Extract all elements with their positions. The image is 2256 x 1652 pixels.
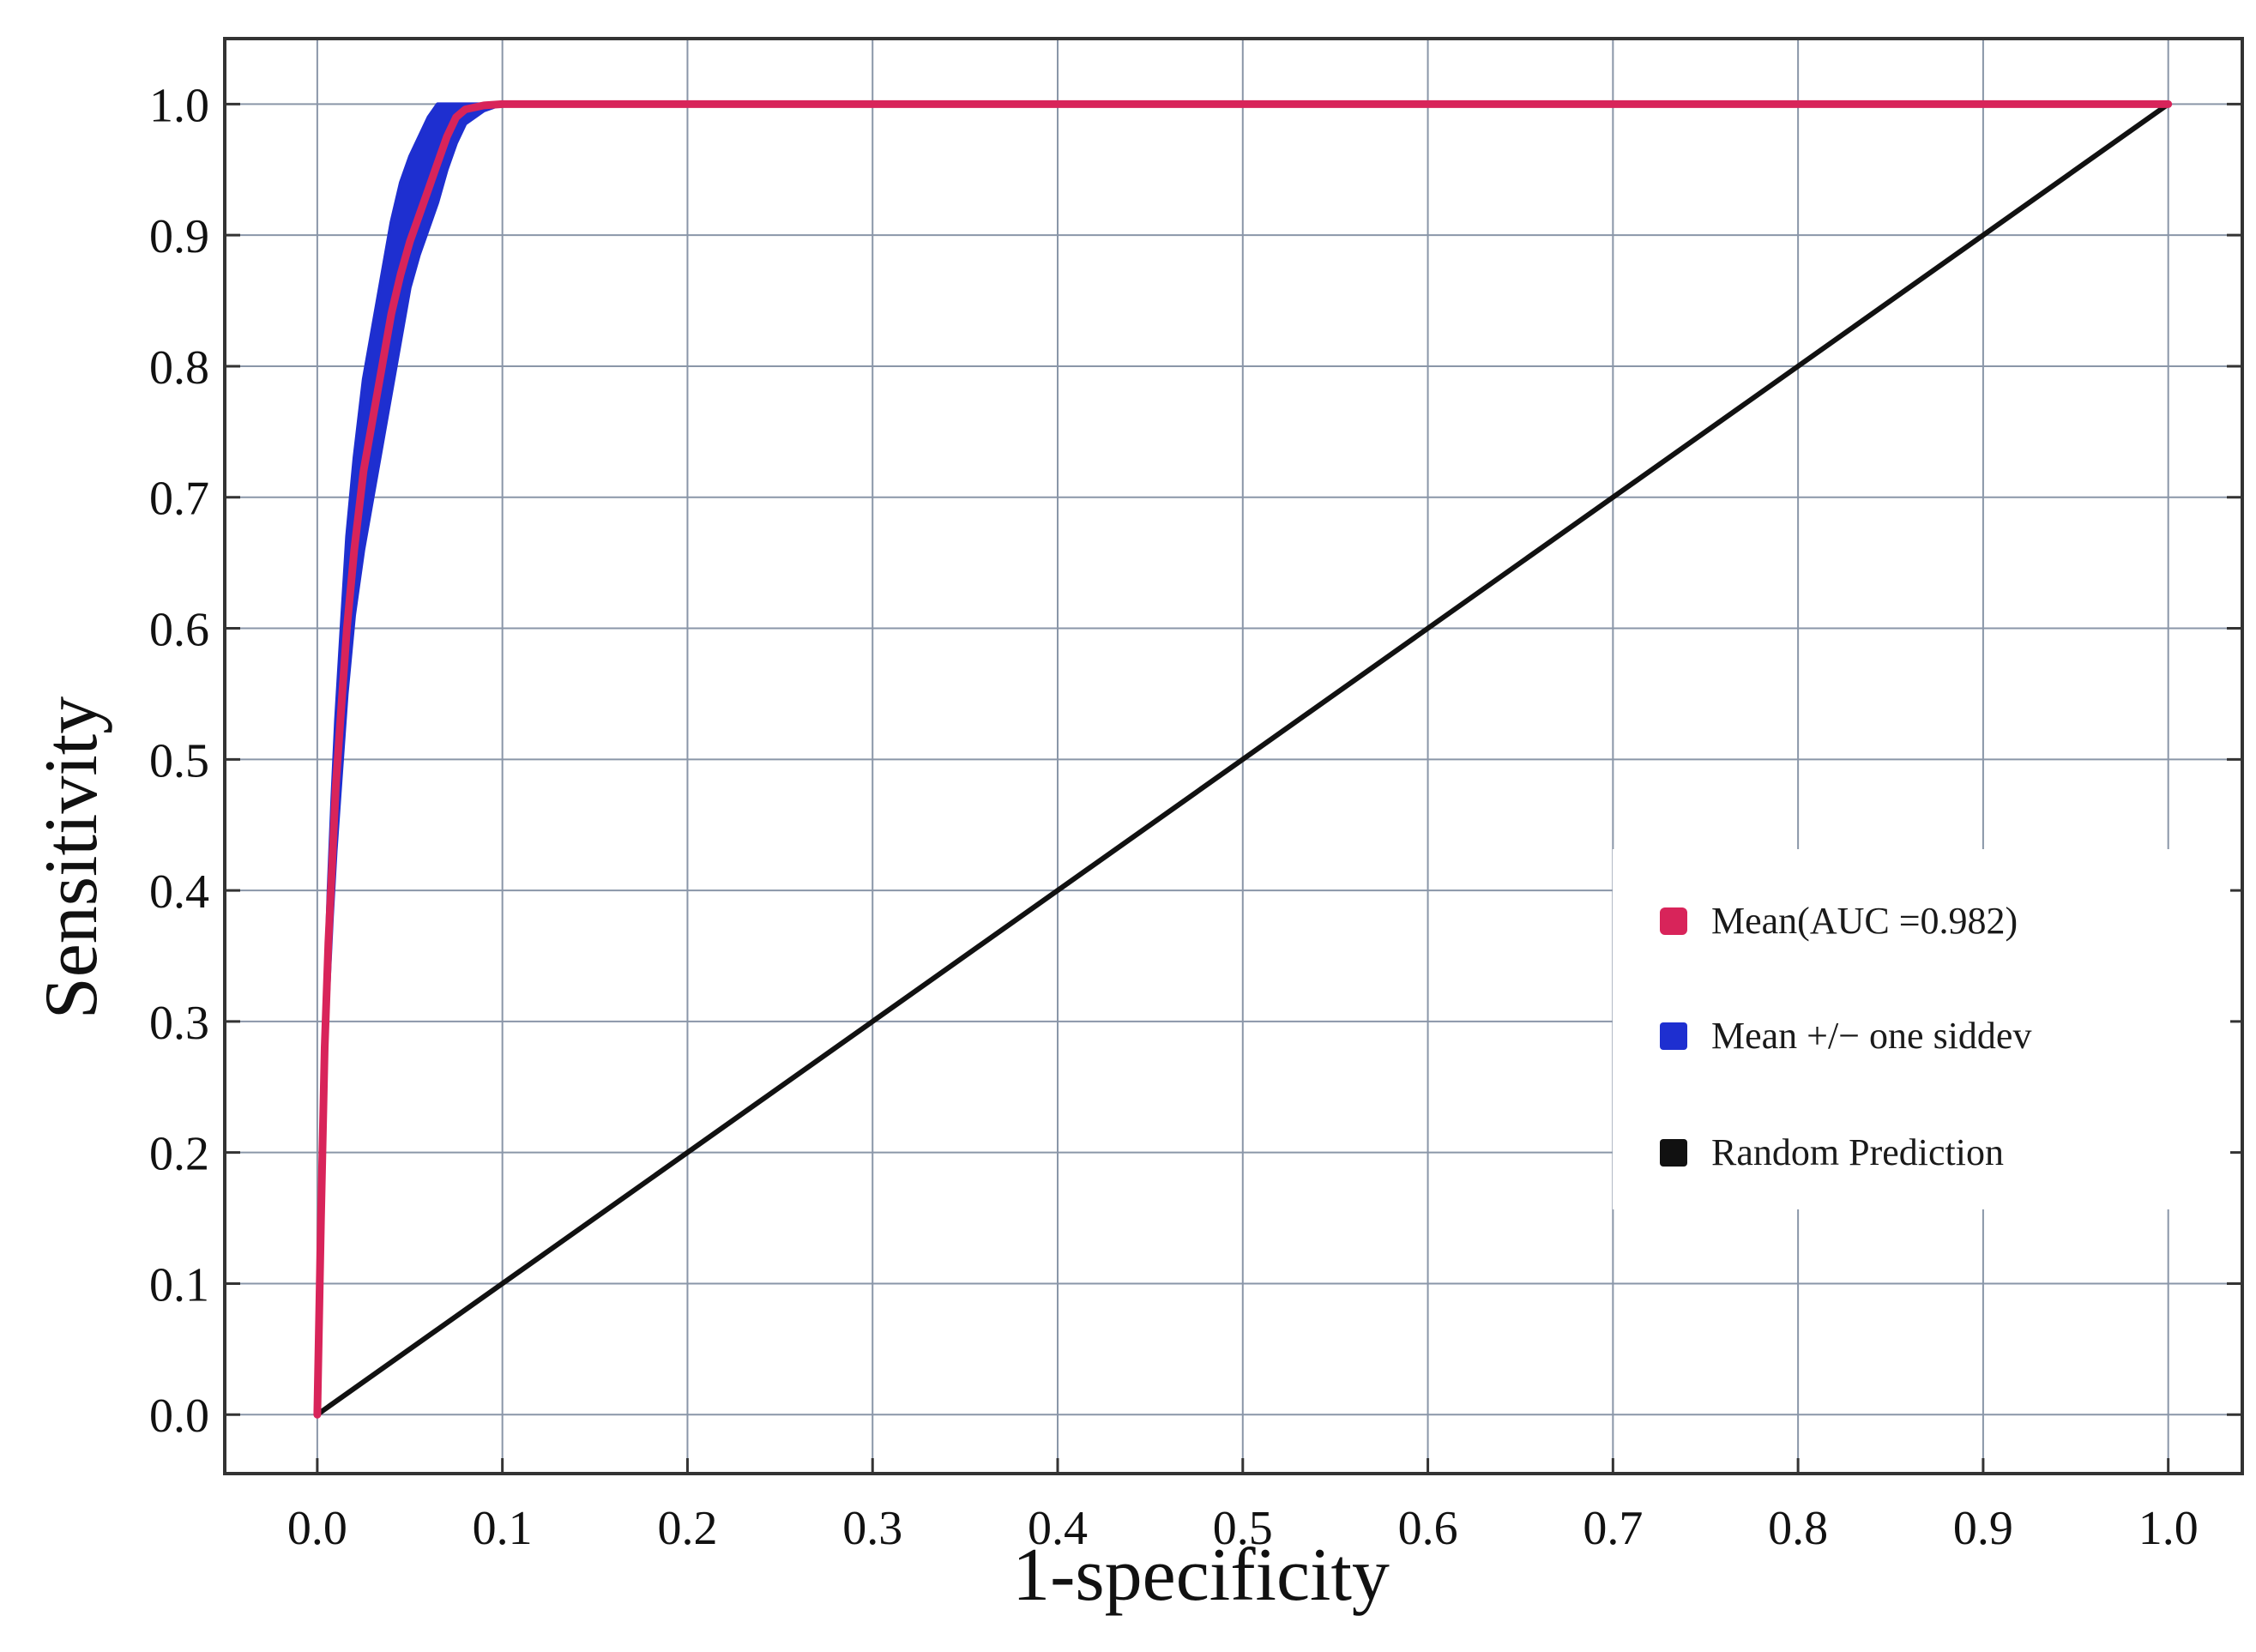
legend: Mean(AUC =0.982) Mean +/− one siddev Ran…: [1613, 849, 2230, 1209]
legend-swatch-stddev: [1660, 1022, 1687, 1050]
legend-swatch-mean: [1660, 907, 1687, 935]
y-tick-label: 0.3: [149, 997, 209, 1050]
y-tick-label: 1.0: [149, 79, 209, 132]
x-tick-label: 0.2: [657, 1502, 717, 1555]
x-axis-title: 1-specificity: [1012, 1534, 1390, 1617]
y-axis-title: Sensitivity: [30, 696, 113, 1020]
y-tick-label: 0.7: [149, 473, 209, 526]
x-tick-label: 0.7: [1583, 1502, 1643, 1555]
x-tick-label: 1.0: [2138, 1502, 2199, 1555]
y-tick-label: 0.0: [149, 1390, 209, 1443]
x-tick-label: 0.5: [1213, 1502, 1273, 1555]
x-tick-label: 0.1: [473, 1502, 533, 1555]
y-tick-label: 0.9: [149, 210, 209, 263]
legend-label-random: Random Prediction: [1711, 1131, 2004, 1173]
y-tick-label: 0.1: [149, 1258, 209, 1311]
y-tick-label: 0.8: [149, 341, 209, 395]
y-tick-label: 0.6: [149, 604, 209, 657]
y-tick-label: 0.4: [149, 865, 209, 919]
x-tick-label: 0.4: [1028, 1502, 1088, 1555]
x-tick-label: 0.8: [1768, 1502, 1828, 1555]
y-tick-labels: 0.0 0.1 0.2 0.3 0.4 0.5 0.6 0.7 0.8 0.9 1.0: [149, 79, 209, 1443]
y-tick-label: 0.2: [149, 1128, 209, 1181]
x-tick-labels: 0.0 0.1 0.2 0.3 0.4 0.5 0.6 0.7 0.8 0.9 1.0: [287, 1502, 2199, 1555]
x-tick-label: 0.9: [1953, 1502, 2013, 1555]
legend-label-mean: Mean(AUC =0.982): [1711, 900, 2018, 942]
legend-label-stddev: Mean +/− one siddev: [1711, 1015, 2031, 1057]
x-tick-label: 0.3: [842, 1502, 902, 1555]
mean-roc-line: [313, 99, 2173, 1419]
legend-box: [1613, 849, 2230, 1209]
x-tick-label: 0.6: [1398, 1502, 1458, 1555]
legend-swatch-random: [1660, 1139, 1687, 1167]
x-tick-label: 0.0: [287, 1502, 347, 1555]
plot-background: [225, 39, 2242, 1474]
y-tick-label: 0.5: [149, 734, 209, 787]
random-prediction-line: [314, 101, 2171, 1418]
series-lines: [313, 99, 2173, 1419]
plot-frame: [223, 37, 2244, 1475]
